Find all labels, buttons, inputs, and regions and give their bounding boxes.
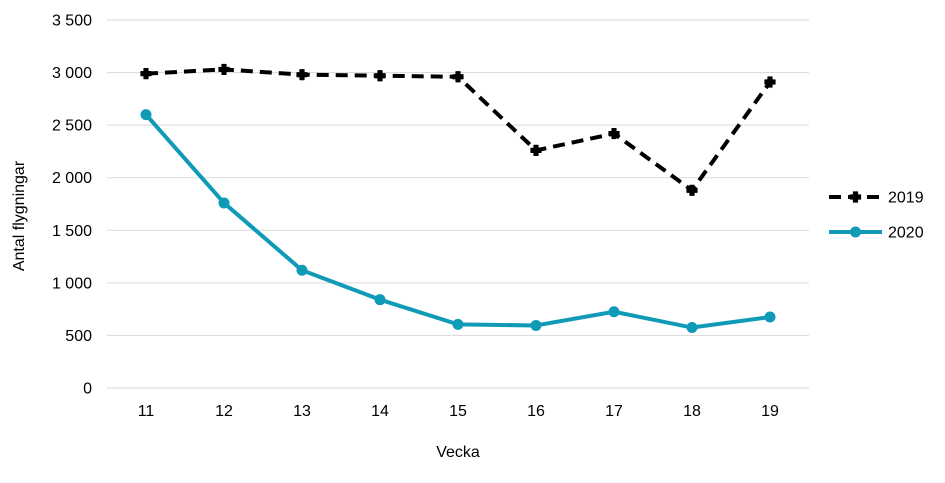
data-point [530,144,542,156]
y-tick-label: 3 500 [52,13,92,30]
legend-marker [850,226,861,238]
data-point [452,71,464,83]
y-tick-label: 1 500 [52,223,92,240]
y-axis-title: Antal flygningar [11,160,28,271]
data-point [140,109,152,121]
series-2020 [140,109,776,334]
legend-label: 2020 [888,225,924,242]
y-tick-label: 3 000 [52,65,92,82]
x-tick-label: 19 [761,403,779,420]
y-tick-label: 2 000 [52,170,92,187]
legend-item-2020: 2020 [829,225,924,242]
data-point [140,68,152,80]
data-point [530,319,542,331]
y-tick-label: 500 [65,328,92,345]
data-point [764,311,776,323]
legend-item-2019: 2019 [829,190,924,207]
legend-label: 2019 [888,190,924,207]
data-point [296,69,308,81]
x-tick-label: 16 [527,403,545,420]
y-tick-label: 0 [83,381,92,398]
x-tick-label: 13 [293,403,311,420]
y-tick-label: 2 500 [52,118,92,135]
data-point [608,127,620,140]
data-point [686,322,698,334]
x-tick-label: 11 [138,403,155,420]
data-point [452,318,464,330]
series-lines [140,63,776,334]
x-tick-label: 18 [683,403,701,420]
x-tick-label: 14 [371,403,389,420]
legend-marker [849,191,862,203]
x-tick-label: 12 [215,403,233,420]
series-2019 [140,63,776,196]
data-point [218,197,230,209]
data-point [764,76,776,88]
series-line [144,113,771,330]
data-point [374,294,386,306]
x-axis-title: Vecka [436,444,480,461]
x-tick-labels: 11 12 13 14 15 16 17 18 19 [138,403,779,420]
data-point [608,306,620,318]
series-line [145,67,772,193]
data-point [686,184,698,196]
legend: 2019 2020 [829,190,924,242]
y-tick-labels: 0 500 1 000 1 500 2 000 2 500 3 000 3 500 [52,13,92,398]
x-tick-label: 15 [449,403,467,420]
data-point [374,70,386,82]
x-tick-label: 17 [605,403,623,420]
data-point [296,264,308,276]
y-tick-label: 1 000 [52,275,92,292]
data-point [218,63,230,76]
